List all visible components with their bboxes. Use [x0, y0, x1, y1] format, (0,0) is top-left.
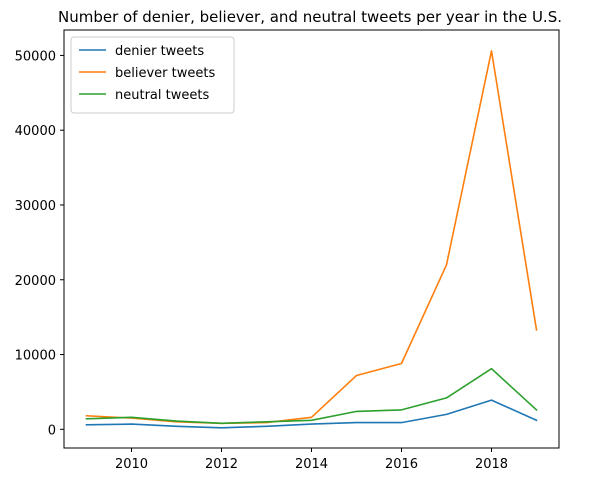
y-tick-label: 10000: [15, 349, 56, 364]
x-tick-label: 2010: [115, 457, 148, 472]
series-line-3: [85, 367, 538, 425]
y-tick-label: 20000: [15, 274, 56, 289]
x-tick-label: 2012: [205, 457, 238, 472]
plot-area: [85, 50, 538, 429]
legend-label: neutral tweets: [115, 88, 209, 103]
chart-title: Number of denier, believer, and neutral …: [58, 8, 562, 26]
y-tick-label: 50000: [15, 49, 56, 64]
legend-box: [70, 36, 235, 114]
axes: 2010 2012 2014 2016 2018 0 10000 20000 30000 4000…: [15, 29, 560, 472]
legend-label: denier tweets: [115, 44, 204, 59]
x-tick-label: 2016: [385, 457, 418, 472]
y-tick-label: 30000: [15, 199, 56, 214]
legend: denier tweets believer tweets neutral twee…: [70, 36, 235, 114]
series-line-1: [85, 399, 538, 429]
x-tick-label: 2014: [295, 457, 328, 472]
x-tick-label: 2018: [475, 457, 508, 472]
y-tick-label: 40000: [15, 124, 56, 139]
y-tick-label: 0: [48, 423, 56, 438]
legend-label: believer tweets: [115, 66, 215, 81]
